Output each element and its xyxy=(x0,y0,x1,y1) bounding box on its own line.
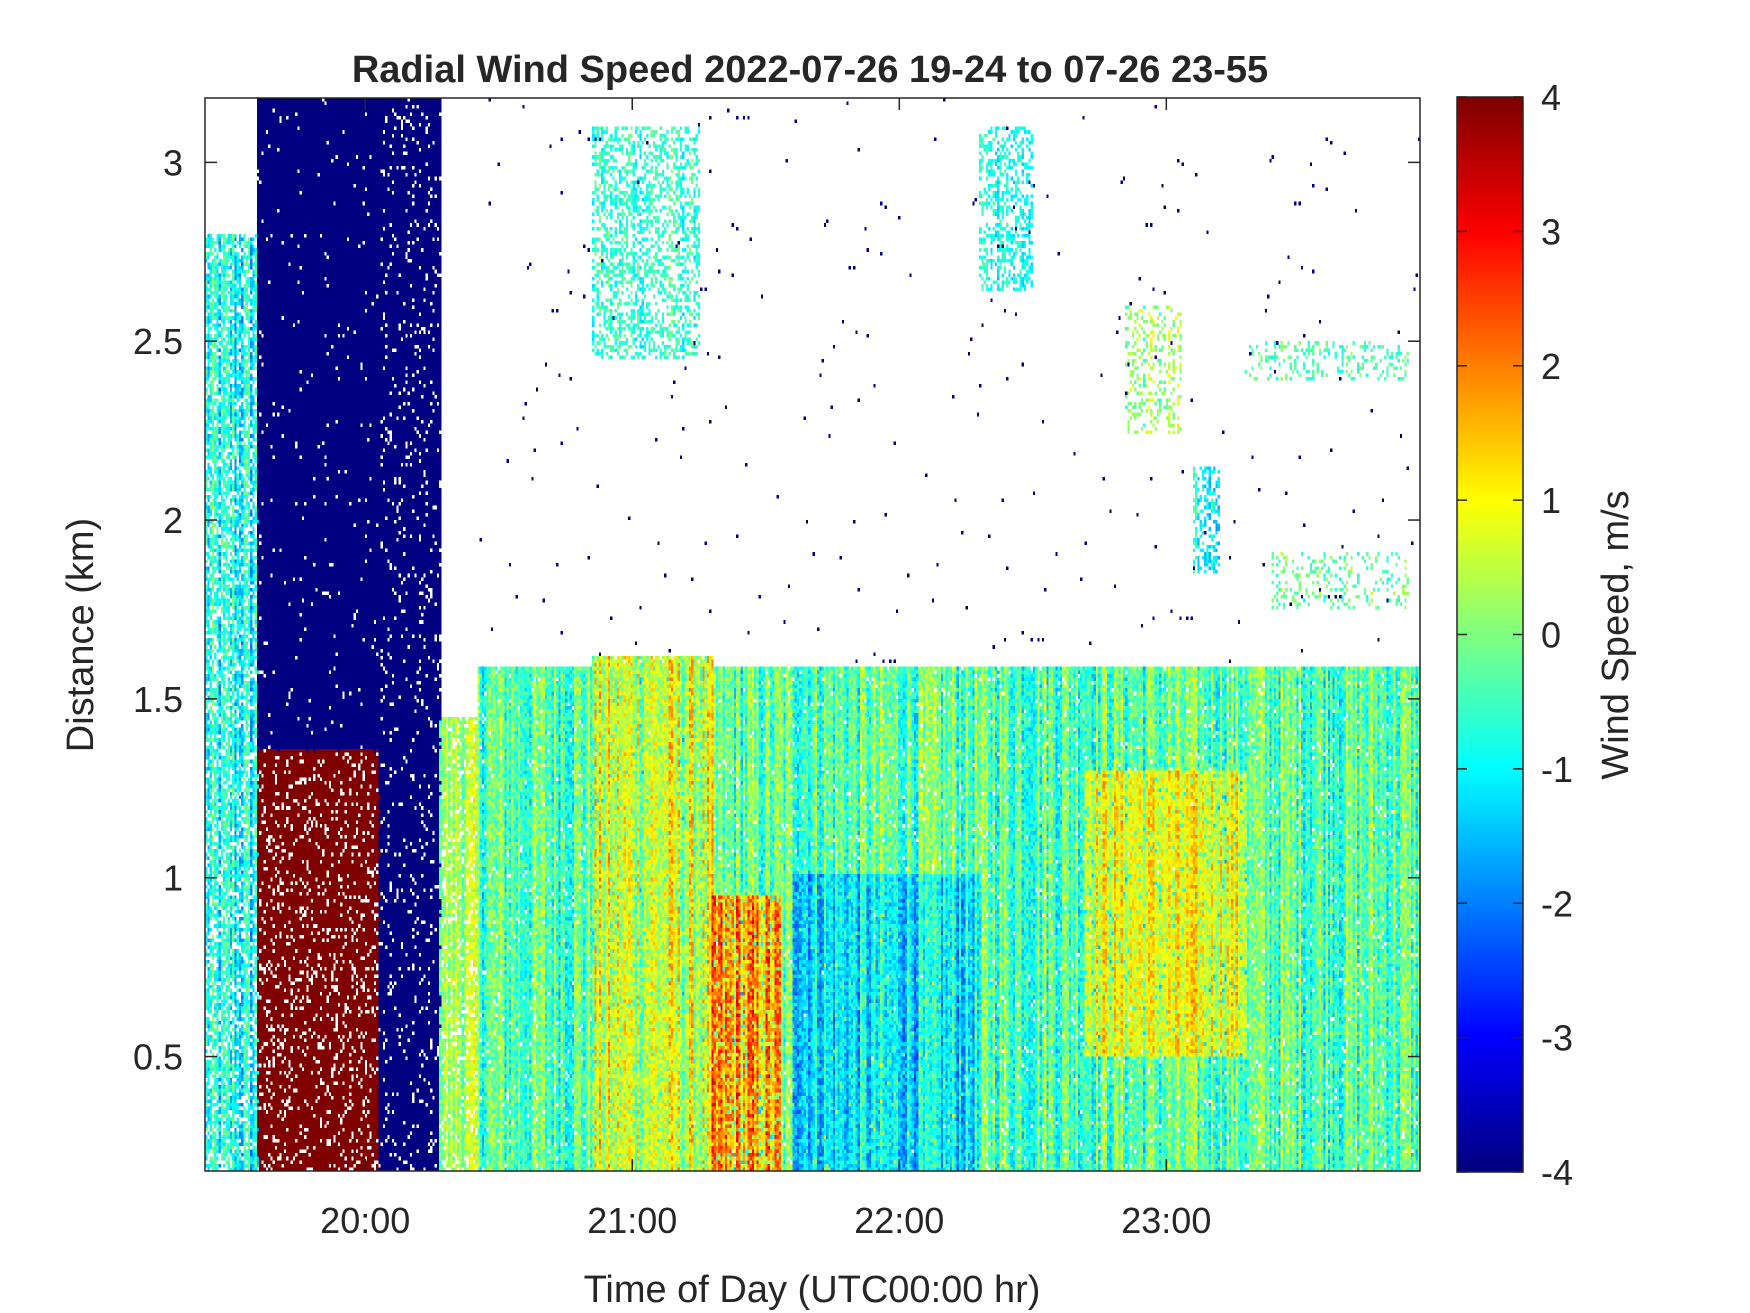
y-tick-label: 3 xyxy=(163,142,183,183)
y-axis: 0.5 1 1.5 2 2.5 3 xyxy=(133,142,1420,1078)
colorbar-tick-label: 3 xyxy=(1541,211,1561,252)
heatmap-plot-area xyxy=(204,97,1421,1172)
x-tick-label: 20:00 xyxy=(320,1200,410,1241)
chart-title: Radial Wind Speed 2022-07-26 19-24 to 07… xyxy=(352,49,1268,91)
plot-frame xyxy=(204,97,1421,1172)
y-tick-label: 2 xyxy=(163,500,183,541)
colorbar-tick-label: -2 xyxy=(1541,883,1573,924)
colorbar-tick-label: 2 xyxy=(1541,346,1561,387)
colorbar: 4 3 2 1 0 -1 -2 -3 -4 Wind Speed, m/s xyxy=(1456,77,1637,1193)
colorbar-ticks: 4 3 2 1 0 -1 -2 -3 -4 xyxy=(1457,77,1573,1193)
y-axis-label: Distance (km) xyxy=(60,518,102,752)
y-tick-label: 1.5 xyxy=(133,679,183,720)
colorbar-tick-label: -4 xyxy=(1541,1152,1573,1193)
colorbar-gradient xyxy=(1457,97,1523,1172)
x-axis: 20:00 21:00 22:00 23:00 xyxy=(320,98,1211,1241)
colorbar-label: Wind Speed, m/s xyxy=(1595,490,1637,779)
colorbar-tick-label: 4 xyxy=(1541,77,1561,118)
y-tick-label: 0.5 xyxy=(133,1037,183,1078)
colorbar-tick-label: -1 xyxy=(1541,749,1573,790)
y-tick-label: 1 xyxy=(163,858,183,899)
colorbar-tick-label: 0 xyxy=(1541,615,1561,656)
colorbar-tick-label: 1 xyxy=(1541,480,1561,521)
x-axis-label: Time of Day (UTC00:00 hr) xyxy=(584,1269,1041,1311)
colorbar-tick-label: -3 xyxy=(1541,1018,1573,1059)
x-tick-label: 22:00 xyxy=(854,1200,944,1241)
x-tick-label: 23:00 xyxy=(1121,1200,1211,1241)
x-tick-label: 21:00 xyxy=(587,1200,677,1241)
heatmap-image xyxy=(205,98,1420,1171)
y-tick-label: 2.5 xyxy=(133,321,183,362)
